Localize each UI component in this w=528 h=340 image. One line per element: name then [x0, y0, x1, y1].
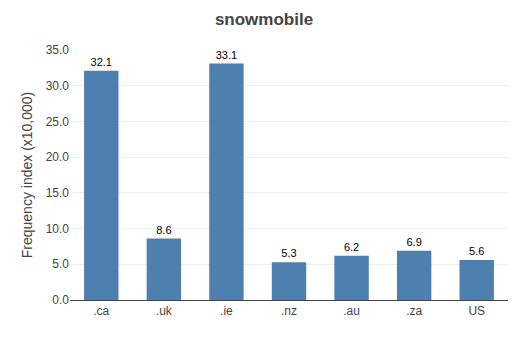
- svg-text:snowmobile: snowmobile: [215, 10, 313, 29]
- svg-text:10.0: 10.0: [46, 222, 70, 236]
- svg-text:32.1: 32.1: [91, 56, 112, 68]
- svg-text:5.3: 5.3: [281, 247, 296, 259]
- svg-text:33.1: 33.1: [216, 49, 237, 61]
- svg-text:6.2: 6.2: [344, 241, 359, 253]
- svg-text:25.0: 25.0: [46, 115, 70, 129]
- svg-text:6.9: 6.9: [406, 236, 421, 248]
- svg-text:15.0: 15.0: [46, 186, 70, 200]
- svg-text:.nz: .nz: [281, 304, 297, 318]
- svg-text:.za: .za: [406, 304, 422, 318]
- svg-text:US: US: [468, 304, 485, 318]
- svg-text:5.6: 5.6: [469, 245, 484, 257]
- svg-text:.ie: .ie: [220, 304, 233, 318]
- svg-text:.au: .au: [343, 304, 360, 318]
- svg-text:5.0: 5.0: [52, 257, 69, 271]
- svg-text:0.0: 0.0: [52, 293, 69, 307]
- svg-text:.ca: .ca: [93, 304, 109, 318]
- svg-text:35.0: 35.0: [46, 43, 70, 57]
- svg-text:.uk: .uk: [156, 304, 173, 318]
- svg-text:Frequency index (x10,000): Frequency index (x10,000): [19, 92, 35, 259]
- svg-text:30.0: 30.0: [46, 79, 70, 93]
- svg-text:20.0: 20.0: [46, 150, 70, 164]
- svg-text:8.6: 8.6: [156, 224, 171, 236]
